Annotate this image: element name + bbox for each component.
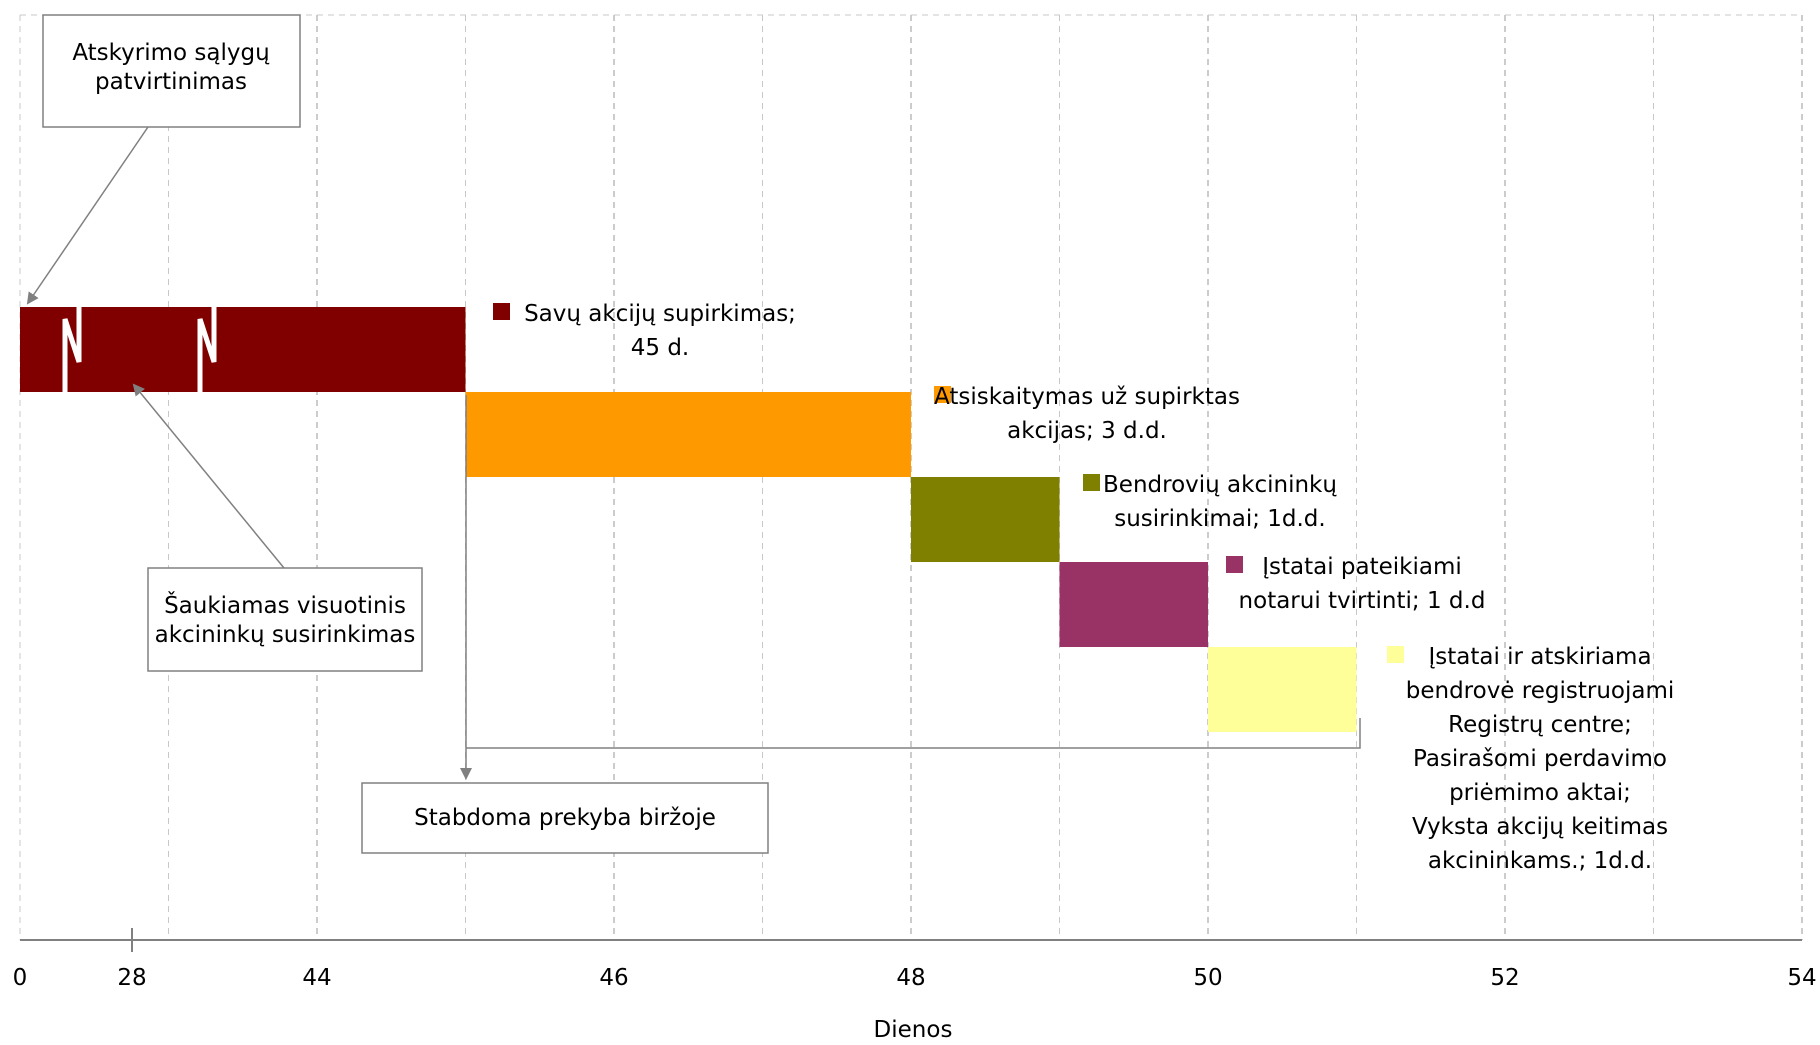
x-tick-label: 28	[117, 965, 146, 991]
task-label-text: bendrovė registruojami	[1406, 678, 1675, 704]
task-label-text: Atsiskaitymas už supirktas	[934, 384, 1240, 410]
x-tick-label: 44	[302, 965, 331, 991]
task-label-text: Savų akcijų supirkimas;	[524, 301, 796, 327]
task-label-marker	[1083, 474, 1100, 491]
callout-text: akcininkų susirinkimas	[155, 622, 416, 648]
halt-bracket	[466, 718, 1361, 749]
task-label-text: 45 d.	[631, 335, 690, 361]
x-tick-label: 52	[1490, 965, 1519, 991]
x-tick-label: 54	[1787, 965, 1816, 991]
task-bar	[911, 477, 1060, 562]
task-label-text: Pasirašomi perdavimo	[1413, 746, 1667, 772]
callout-text: Atskyrimo sąlygų	[72, 40, 270, 66]
task-label-text: Įstatai ir atskiriama	[1428, 644, 1651, 670]
callout-box	[361, 782, 769, 854]
task-label-marker	[1226, 556, 1243, 573]
task-bar	[1208, 647, 1357, 732]
task-label-text: akcijas; 3 d.d.	[1007, 418, 1167, 444]
callout-arrow	[26, 126, 149, 305]
x-axis: 0 28 44 46 48 50 52 54 Dienos	[13, 928, 1817, 1043]
task-label-marker	[493, 303, 510, 320]
task-labels: Savų akcijų supirkimas; 45 d. Atsiskaityma…	[493, 301, 1674, 874]
task-bars	[20, 304, 1357, 732]
task-label-text: Vyksta akcijų keitimas	[1412, 814, 1668, 840]
task-label-marker	[934, 386, 951, 403]
annotations: Atskyrimo sąlygų patvirtinimas Šaukiamas v…	[26, 14, 1361, 854]
task-label-text: notarui tvirtinti; 1 d.d	[1239, 588, 1486, 614]
grid-lines	[19, 14, 1803, 940]
task-bar	[20, 307, 466, 392]
axis-break-mark	[62, 304, 82, 395]
task-label-text: Įstatai pateikiami	[1262, 554, 1462, 580]
callout-arrow	[132, 383, 285, 569]
x-tick-label: 50	[1193, 965, 1222, 991]
axis-break-mark	[197, 304, 217, 395]
x-axis-title: Dienos	[874, 1017, 953, 1043]
task-label-text: akcininkams.; 1d.d.	[1428, 848, 1652, 874]
x-tick-label: 46	[599, 965, 628, 991]
task-label-text: Bendrovių akcininkų	[1103, 472, 1337, 498]
callout-text: Šaukiamas visuotinis	[164, 591, 406, 619]
task-label-text: priėmimo aktai;	[1449, 780, 1631, 806]
task-label-text: susirinkimai; 1d.d.	[1114, 506, 1325, 532]
x-tick-label: 48	[896, 965, 925, 991]
callout-box	[42, 14, 301, 128]
task-bar	[1059, 562, 1208, 647]
callout-box	[147, 567, 423, 672]
task-bar	[465, 392, 911, 477]
x-tick-label: 0	[13, 965, 28, 991]
callout-text: Stabdoma prekyba biržoje	[414, 805, 716, 831]
callout-text: patvirtinimas	[95, 69, 247, 95]
task-label-marker	[1387, 646, 1404, 663]
task-label-text: Registrų centre;	[1448, 712, 1632, 738]
